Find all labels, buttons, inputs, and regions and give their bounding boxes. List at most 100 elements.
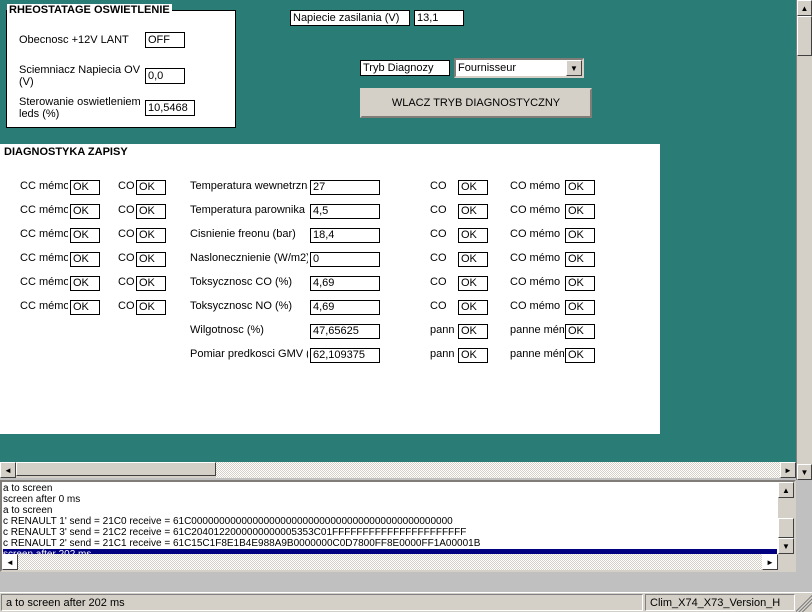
hscroll-thumb[interactable] [16, 462, 216, 476]
main-vertical-scrollbar[interactable]: ▲ ▼ [796, 0, 812, 480]
label-tryb-diagnozy: Tryb Diagnozy [360, 60, 450, 76]
value-co-r[interactable]: OK [458, 300, 488, 315]
select-tryb-diagnozy[interactable]: Fournisseur ▼ [454, 58, 584, 78]
value-co[interactable]: OK [136, 252, 166, 267]
value-co-r[interactable]: OK [458, 276, 488, 291]
value-co[interactable]: OK [136, 204, 166, 219]
hscroll-track[interactable] [216, 462, 780, 478]
value-measure[interactable]: 62,109375 [310, 348, 380, 363]
value-cc-memo[interactable]: OK [70, 228, 100, 243]
label-co-r: CO [430, 228, 458, 240]
label-cc-memo: CC mémo [20, 180, 68, 192]
label-co: CO [118, 252, 136, 264]
label-napiecie: Napiecie zasilania (V) [290, 10, 410, 26]
value-measure[interactable]: 4,69 [310, 276, 380, 291]
value-co[interactable]: OK [136, 276, 166, 291]
label-co-memo: panne mém [510, 324, 564, 336]
label-co-r: CO [430, 276, 458, 288]
label-measure: Temperatura parownika [190, 204, 308, 216]
label-co-memo: CO mémo [510, 228, 564, 240]
log-scroll-left-icon[interactable]: ◄ [2, 554, 18, 570]
log-line[interactable]: screen after 0 ms [3, 494, 777, 505]
log-line[interactable]: a to screen [3, 505, 777, 516]
value-cc-memo[interactable]: OK [70, 204, 100, 219]
value-co[interactable]: OK [136, 228, 166, 243]
log-scroll-right-icon[interactable]: ► [762, 554, 778, 570]
value-measure[interactable]: 4,5 [310, 204, 380, 219]
value-co-r[interactable]: OK [458, 324, 488, 339]
scroll-down-icon[interactable]: ▼ [797, 464, 812, 480]
label-sciemniacz: Sciemniacz Napiecia OV (V) [19, 64, 145, 88]
main-horizontal-scrollbar[interactable]: ◄ ► [0, 462, 796, 478]
scroll-thumb[interactable] [797, 16, 812, 56]
log-line[interactable]: c RENAULT 1' send = 21C0 receive = 61C00… [3, 516, 777, 527]
label-sterowanie: Sterowanie oswietleniem leds (%) [19, 96, 145, 120]
log-horizontal-scrollbar[interactable]: ◄ ► [2, 554, 778, 570]
value-cc-memo[interactable]: OK [70, 276, 100, 291]
log-scroll-up-icon[interactable]: ▲ [778, 482, 794, 498]
value-cc-memo[interactable]: OK [70, 180, 100, 195]
button-wlacz-tryb[interactable]: WLACZ TRYB DIAGNOSTYCZNY [360, 88, 592, 118]
label-measure: Toksycznosc CO (%) [190, 276, 308, 288]
value-co-memo[interactable]: OK [565, 180, 595, 195]
value-sciemniacz[interactable]: 0,0 [145, 68, 185, 84]
value-co-r[interactable]: OK [458, 348, 488, 363]
label-co-r: CO [430, 300, 458, 312]
diag-title: DIAGNOSTYKA ZAPISY [0, 144, 660, 160]
label-co-memo: CO mémo [510, 204, 564, 216]
label-cc-memo: CC mémo [20, 276, 68, 288]
resize-grip-icon[interactable] [796, 593, 812, 612]
value-12v[interactable]: OFF [145, 32, 185, 48]
label-cc-memo: CC mémo [20, 300, 68, 312]
value-co[interactable]: OK [136, 180, 166, 195]
status-bar: a to screen after 202 ms Clim_X74_X73_Ve… [0, 592, 812, 612]
value-co-memo[interactable]: OK [565, 324, 595, 339]
chevron-down-icon: ▼ [566, 60, 582, 76]
label-measure: Naslonecznienie (W/m2) [190, 252, 308, 264]
value-co-memo[interactable]: OK [565, 252, 595, 267]
value-measure[interactable]: 47,65625 [310, 324, 380, 339]
label-12v: Obecnosc +12V LANT [19, 34, 145, 46]
status-right: Clim_X74_X73_Version_H [645, 594, 795, 611]
label-co-r: pann [430, 348, 458, 360]
label-co-memo: CO mémo [510, 276, 564, 288]
log-scroll-corner [778, 554, 794, 570]
scroll-up-icon[interactable]: ▲ [797, 0, 812, 16]
value-measure[interactable]: 18,4 [310, 228, 380, 243]
value-napiecie[interactable]: 13,1 [414, 10, 464, 26]
log-lines[interactable]: a to screenscreen after 0 msa to screenc… [2, 482, 778, 554]
scroll-left-icon[interactable]: ◄ [0, 462, 16, 478]
log-line[interactable]: a to screen [3, 483, 777, 494]
label-co-r: CO [430, 204, 458, 216]
value-co-memo[interactable]: OK [565, 228, 595, 243]
label-co: CO [118, 204, 136, 216]
label-measure: Wilgotnosc (%) [190, 324, 308, 336]
log-vscroll-thumb[interactable] [778, 518, 794, 538]
log-line[interactable]: c RENAULT 3' send = 21C2 receive = 61C20… [3, 527, 777, 538]
value-co-r[interactable]: OK [458, 228, 488, 243]
value-measure[interactable]: 0 [310, 252, 380, 267]
value-cc-memo[interactable]: OK [70, 300, 100, 315]
log-vertical-scrollbar[interactable]: ▲ ▼ [778, 482, 794, 554]
log-hscroll-track[interactable] [18, 554, 762, 570]
value-co-memo[interactable]: OK [565, 204, 595, 219]
label-cc-memo: CC mémo [20, 252, 68, 264]
value-co-r[interactable]: OK [458, 204, 488, 219]
value-measure[interactable]: 4,69 [310, 300, 380, 315]
value-co-r[interactable]: OK [458, 180, 488, 195]
label-co-memo: CO mémo [510, 300, 564, 312]
panel-oswietlenie: RHEOSTATAGE OSWIETLENIE Obecnosc +12V LA… [6, 4, 236, 128]
value-co[interactable]: OK [136, 300, 166, 315]
value-measure[interactable]: 27 [310, 180, 380, 195]
scroll-right-icon[interactable]: ► [780, 462, 796, 478]
log-line[interactable]: c RENAULT 2' send = 21C1 receive = 61C15… [3, 538, 777, 549]
label-co-r: CO [430, 252, 458, 264]
value-co-memo[interactable]: OK [565, 348, 595, 363]
log-scroll-down-icon[interactable]: ▼ [778, 538, 794, 554]
value-sterowanie[interactable]: 10,5468 [145, 100, 195, 116]
value-cc-memo[interactable]: OK [70, 252, 100, 267]
value-co-r[interactable]: OK [458, 252, 488, 267]
label-co-r: pann [430, 324, 458, 336]
value-co-memo[interactable]: OK [565, 300, 595, 315]
value-co-memo[interactable]: OK [565, 276, 595, 291]
